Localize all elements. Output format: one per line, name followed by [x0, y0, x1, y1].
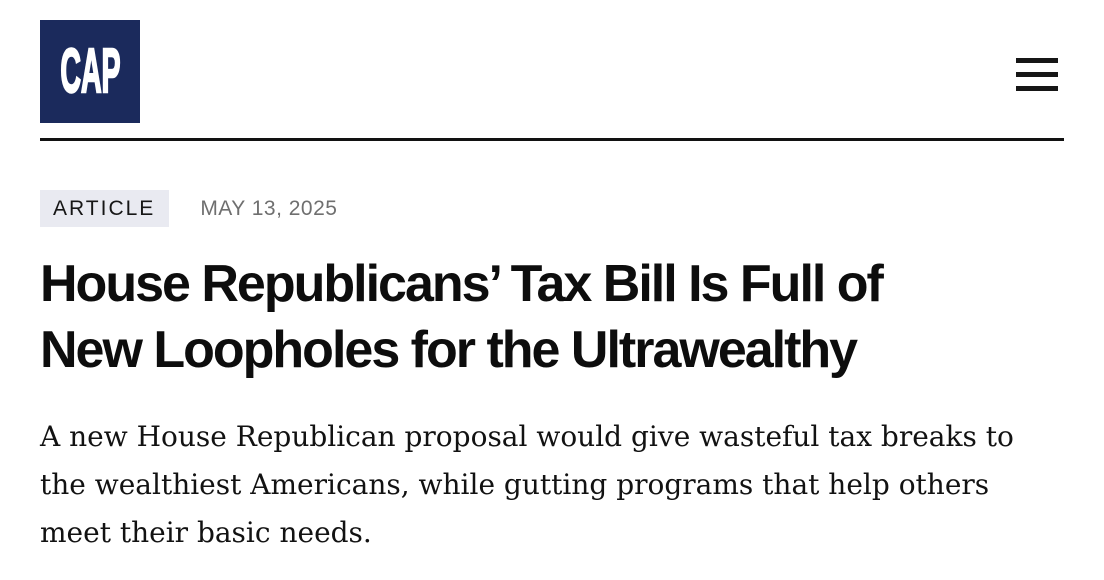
menu-button[interactable]	[1016, 58, 1058, 91]
article-type-badge: ARTICLE	[40, 190, 170, 227]
article-title-line-1: House Republicans’ Tax Bill Is Full of	[40, 255, 884, 313]
cap-logo-text: CAP	[59, 36, 121, 106]
article-meta-row: ARTICLE MAY 13, 2025	[40, 190, 1064, 227]
article-main: ARTICLE MAY 13, 2025 House Republicans’ …	[40, 190, 1064, 557]
site-header: CAP	[40, 0, 1064, 123]
hamburger-icon	[1016, 58, 1058, 63]
hamburger-icon	[1016, 72, 1058, 77]
article-title: House Republicans’ Tax Bill Is Full of N…	[40, 251, 1064, 383]
header-divider	[40, 138, 1064, 141]
cap-logo[interactable]: CAP	[40, 20, 140, 123]
article-date: MAY 13, 2025	[200, 196, 338, 220]
article-title-line-2: New Loopholes for the Ultrawealthy	[40, 321, 858, 379]
article-dek: A new House Republican proposal would gi…	[40, 420, 1014, 549]
hamburger-icon	[1016, 86, 1058, 91]
